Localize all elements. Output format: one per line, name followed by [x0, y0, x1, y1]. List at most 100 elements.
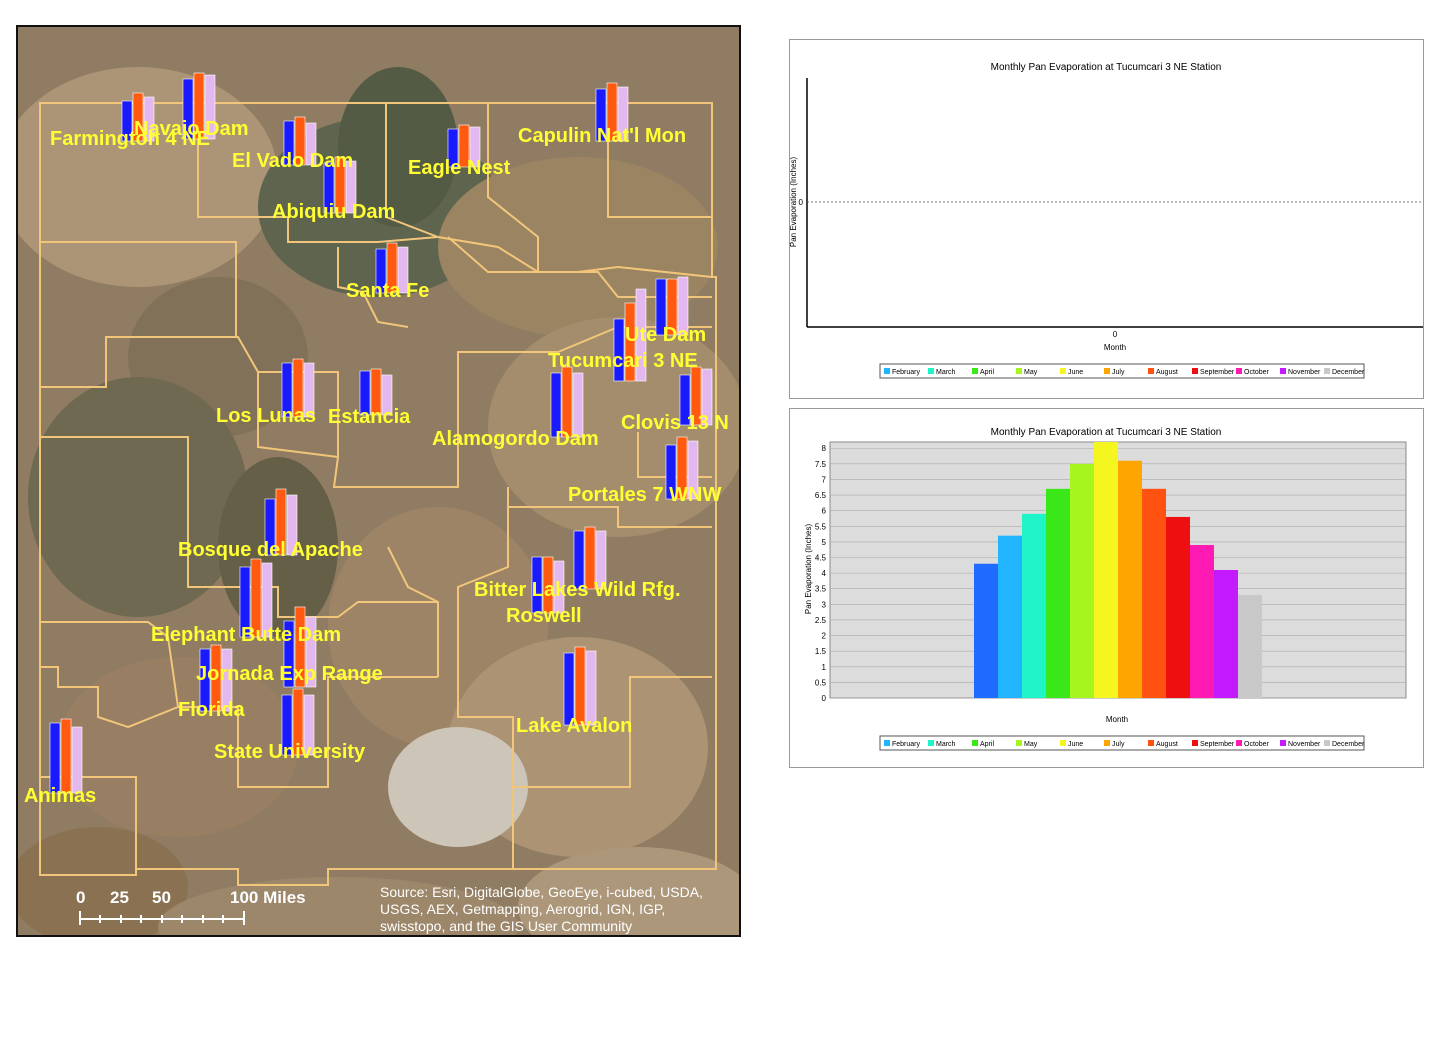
legend-swatch	[972, 368, 978, 374]
station-bar	[250, 558, 262, 638]
label-bosque-del-apache: Bosque del Apache	[178, 539, 363, 561]
y-tick-label: 4.5	[815, 554, 827, 563]
station-bar	[334, 156, 346, 214]
legend-swatch	[928, 368, 934, 374]
legend-swatch	[1016, 368, 1022, 374]
y-tick-label: 1	[822, 663, 827, 672]
station-bar	[303, 694, 315, 756]
label-ute-dam: Ute Dam	[625, 324, 706, 346]
station-bar	[542, 556, 554, 614]
station-bar	[595, 530, 607, 590]
station-bar	[221, 648, 233, 712]
station-bar	[305, 616, 317, 688]
station-bar	[613, 318, 625, 382]
station-bar	[71, 726, 83, 794]
legend-entry: July	[1112, 369, 1125, 376]
label-navajo-dam: Navajo Dam	[134, 118, 249, 140]
station-bar	[239, 566, 251, 638]
label-jornada-exp-range: Jornada Exp Range	[196, 663, 383, 685]
legend-swatch	[1148, 740, 1154, 746]
legend-entry: May	[1024, 741, 1038, 748]
label-roswell: Roswell	[506, 605, 582, 627]
station-bar	[283, 120, 295, 166]
station-bar	[281, 362, 293, 418]
station-bar	[665, 444, 677, 500]
station-bar-cluster	[121, 92, 155, 142]
station-bar	[359, 370, 371, 416]
county-boundaries	[39, 102, 717, 886]
y-tick-label: 2.5	[815, 616, 827, 625]
legend-entry: December	[1332, 741, 1365, 748]
station-bar	[617, 86, 629, 142]
station-bar	[561, 366, 573, 438]
y-tick-label: 0	[822, 694, 827, 703]
label-santa-fe: Santa Fe	[346, 280, 429, 302]
station-bar	[303, 362, 315, 418]
station-bar	[121, 100, 133, 142]
bars	[974, 442, 1262, 698]
legend-swatch	[1192, 368, 1198, 374]
map-panel[interactable]: Farmington 4 NE Navajo Dam El Vado Dam A…	[16, 25, 741, 937]
legend-swatch	[884, 368, 890, 374]
legend-swatch	[1104, 368, 1110, 374]
station-bar	[701, 368, 713, 426]
station-bar	[469, 126, 481, 168]
legend-entry: September	[1200, 369, 1235, 376]
station-bar	[574, 646, 586, 726]
bar-december	[1214, 570, 1238, 698]
station-bar	[323, 162, 335, 214]
legend-swatch	[1324, 740, 1330, 746]
station-bar-cluster	[531, 556, 565, 614]
y-tick-label: 2	[822, 632, 827, 641]
legend-swatch	[1280, 740, 1286, 746]
scale-tick-50: 50	[152, 888, 171, 907]
bar-august	[1118, 460, 1142, 698]
chart-bar-panel: Monthly Pan Evaporation at Tucumcari 3 N…	[789, 408, 1424, 768]
y-tick-label: 5	[822, 538, 827, 547]
station-bar	[584, 526, 596, 590]
legend-entry: February	[892, 369, 921, 376]
station-bar-cluster	[359, 368, 393, 416]
legend-swatch	[1060, 368, 1066, 374]
station-bar	[553, 560, 565, 614]
station-bar-cluster	[49, 718, 83, 794]
y-tick-label: 3.5	[815, 585, 827, 594]
y-tick-label: 4	[822, 569, 827, 578]
station-labels: Farmington 4 NE Navajo Dam El Vado Dam A…	[24, 118, 729, 807]
station-bar	[573, 530, 585, 590]
y-tick-label: 0.5	[815, 678, 827, 687]
station-bar	[677, 276, 689, 336]
label-capulin: Capulin Nat'l Mon	[518, 125, 686, 147]
station-bar	[458, 124, 470, 168]
station-bar	[294, 116, 306, 166]
station-bar	[305, 122, 317, 166]
label-bitter-lakes: Bitter Lakes Wild Rfg.	[474, 579, 681, 601]
y-tick-label: 8	[822, 444, 827, 453]
station-bar	[132, 92, 144, 142]
y-tick-label: 6.5	[815, 491, 827, 500]
station-bar	[283, 620, 295, 688]
station-bar	[531, 556, 543, 614]
legend-swatch	[1060, 740, 1066, 746]
station-bar-charts	[49, 72, 713, 794]
station-bar	[606, 82, 618, 142]
station-bar	[370, 368, 382, 416]
legend-entry: October	[1244, 369, 1270, 376]
station-bar	[204, 74, 216, 140]
map-canvas[interactable]: Farmington 4 NE Navajo Dam El Vado Dam A…	[18, 27, 739, 935]
legend-swatch	[928, 740, 934, 746]
bar-october	[1166, 516, 1190, 698]
label-elephant-butte-dam: Elephant Butte Dam	[151, 624, 341, 646]
chart-empty: Monthly Pan Evaporation at Tucumcari 3 N…	[790, 62, 1423, 379]
station-bar	[624, 302, 636, 382]
station-bar	[550, 372, 562, 438]
legend-swatch	[884, 740, 890, 746]
y-tick-label: 0	[799, 198, 804, 207]
label-abiquiu-dam: Abiquiu Dam	[272, 201, 395, 223]
bar-june	[1070, 463, 1094, 698]
station-bar-cluster	[573, 526, 607, 590]
legend-entry: August	[1156, 741, 1178, 748]
station-bar	[635, 288, 647, 382]
station-bar	[199, 648, 211, 712]
label-tucumcari: Tucumcari 3 NE	[548, 350, 698, 372]
